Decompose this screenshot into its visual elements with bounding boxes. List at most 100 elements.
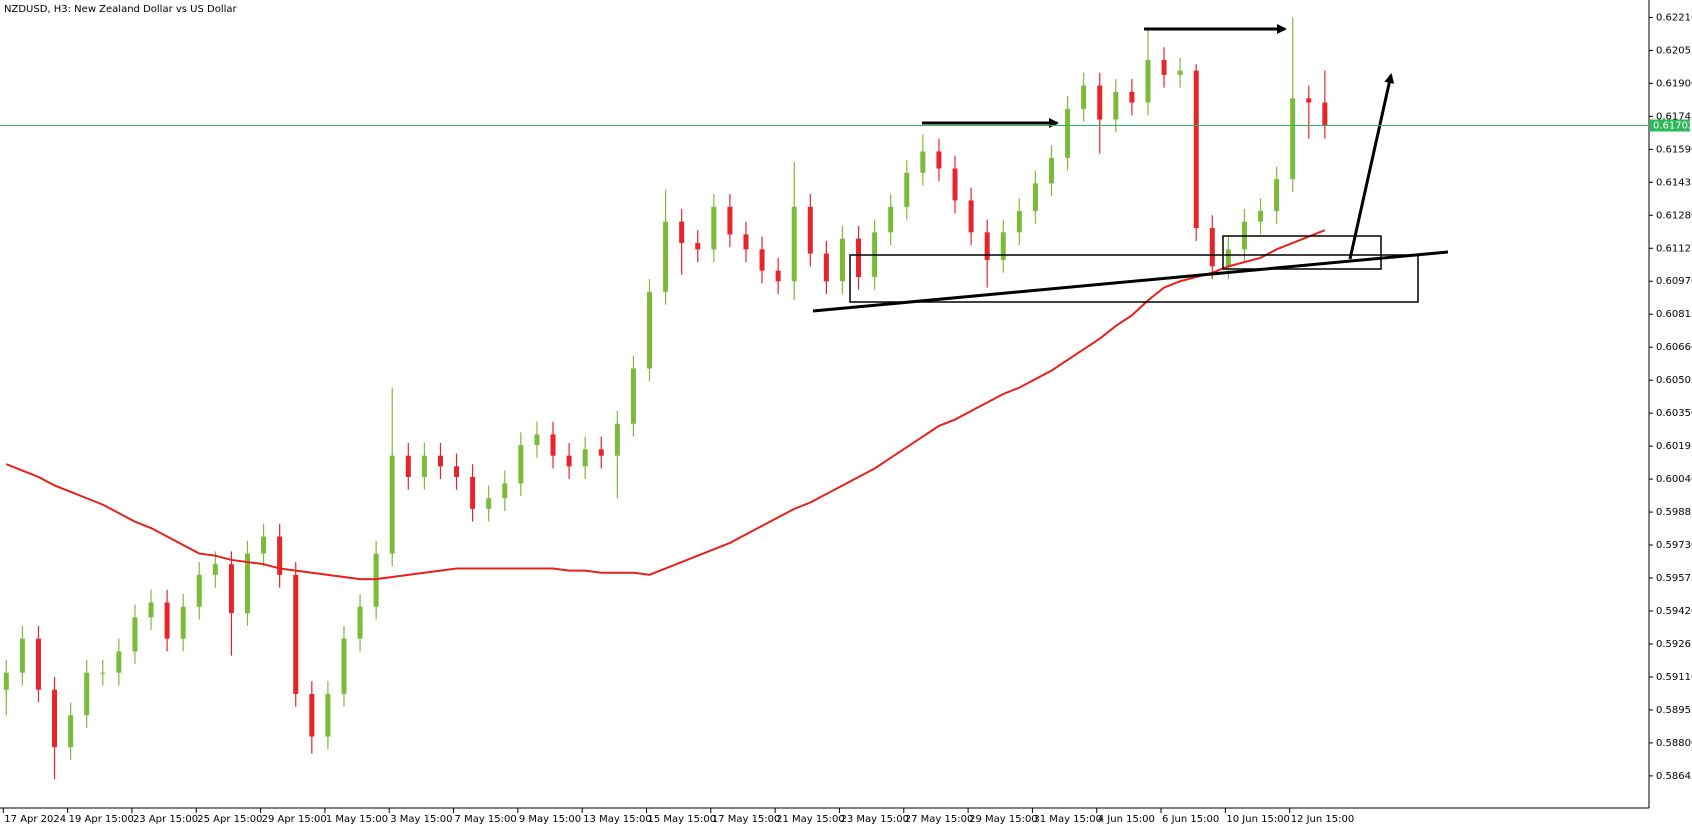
annotations: [812, 24, 1449, 313]
x-tick-label: 7 May 15:00: [455, 814, 517, 825]
candle-body: [1145, 59, 1151, 103]
candle-body: [19, 638, 25, 673]
candle-body: [1016, 211, 1022, 233]
candle-body: [1097, 85, 1103, 120]
x-tick-label: 23 Apr 15:00: [133, 814, 198, 825]
candle-body: [904, 172, 910, 207]
candle-body: [1193, 70, 1199, 229]
last-price-label: 0.61702: [1653, 121, 1692, 132]
chart-title: NZDUSD, H3: New Zealand Dollar vs US Dol…: [4, 4, 238, 15]
candle-body: [823, 253, 829, 282]
candle-body: [357, 606, 363, 639]
y-tick-label: 0.58645: [1656, 771, 1692, 782]
candle-body: [1049, 157, 1054, 184]
candle-body: [791, 206, 797, 282]
candle-body: [3, 672, 9, 690]
candle-body: [437, 455, 443, 467]
candle-body: [1113, 91, 1119, 120]
arrow: [1348, 73, 1395, 260]
candle-body: [180, 606, 186, 639]
candle-body: [1322, 102, 1328, 126]
candle-body: [245, 553, 250, 614]
candle-body: [1065, 108, 1071, 158]
y-tick-label: 0.60815: [1656, 309, 1692, 320]
y-tick-label: 0.58955: [1656, 705, 1692, 716]
candle-body: [984, 232, 990, 260]
candle-body: [454, 466, 460, 477]
x-tick-label: 9 May 15:00: [519, 814, 581, 825]
candle-body: [807, 206, 813, 254]
candle-body: [261, 536, 267, 554]
x-tick-label: 13 May 15:00: [583, 814, 652, 825]
candle-body: [743, 234, 749, 250]
candle-body: [936, 151, 942, 169]
y-tick-label: 0.59265: [1656, 639, 1692, 650]
x-tick-label: 6 Jun 15:00: [1162, 814, 1219, 825]
x-tick-label: 31 May 15:00: [1033, 814, 1102, 825]
candle-body: [212, 564, 218, 575]
x-tick-label: 4 Jun 15:00: [1098, 814, 1155, 825]
x-tick-label: 19 Apr 15:00: [69, 814, 134, 825]
candle-body: [1000, 232, 1006, 260]
candle-body: [35, 638, 41, 690]
candle-body: [277, 536, 283, 575]
candle-body: [1032, 183, 1038, 212]
candle-body: [148, 602, 154, 618]
x-tick-label: 17 Apr 2024: [4, 814, 66, 825]
candle-body: [695, 242, 701, 250]
candle-body: [920, 151, 926, 173]
x-tick-label: 15 May 15:00: [648, 814, 717, 825]
x-tick-label: 25 Apr 15:00: [197, 814, 262, 825]
candle-body: [100, 672, 106, 674]
y-tick-label: 0.62055: [1656, 45, 1692, 56]
candle-body: [711, 206, 717, 250]
candle-body: [116, 651, 122, 673]
y-tick-label: 0.59575: [1656, 573, 1692, 584]
candle-body: [84, 672, 90, 716]
candle-body: [518, 445, 524, 484]
candle-body: [550, 434, 556, 456]
candle-body: [679, 221, 685, 243]
candle-body: [132, 617, 138, 652]
candle-body: [1161, 59, 1167, 75]
y-tick-label: 0.61745: [1656, 111, 1692, 122]
x-tick-label: 10 Jun 15:00: [1226, 814, 1290, 825]
zone-box: [849, 254, 1419, 303]
candle-body: [502, 483, 508, 499]
candle-body: [1129, 91, 1135, 103]
candle-body: [1306, 98, 1312, 103]
candle-body: [1177, 70, 1183, 75]
candle-body: [373, 553, 379, 607]
zone-box: [1222, 235, 1382, 270]
candle-body: [630, 368, 636, 424]
x-tick-label: 12 Jun 15:00: [1291, 814, 1355, 825]
candle-body: [1209, 228, 1215, 267]
candle-body: [1258, 211, 1264, 222]
last-price-box: [1650, 119, 1690, 132]
candle-body: [1081, 85, 1087, 109]
x-tick-label: 27 May 15:00: [905, 814, 974, 825]
candle-body: [968, 200, 974, 233]
candle-body: [405, 455, 411, 477]
candle-body: [952, 168, 958, 201]
candle-body: [566, 455, 572, 467]
candle-body: [341, 638, 347, 694]
candle-body: [647, 291, 652, 369]
y-tick-label: 0.60505: [1656, 375, 1692, 386]
candle-body: [759, 249, 765, 271]
moving-average: [5, 229, 1326, 581]
candle-body: [486, 498, 492, 509]
candle-body: [164, 602, 170, 639]
x-tick-label: 21 May 15:00: [776, 814, 845, 825]
candle-body: [293, 574, 299, 694]
x-tick-label: 17 May 15:00: [712, 814, 781, 825]
x-tick-label: 3 May 15:00: [390, 814, 452, 825]
